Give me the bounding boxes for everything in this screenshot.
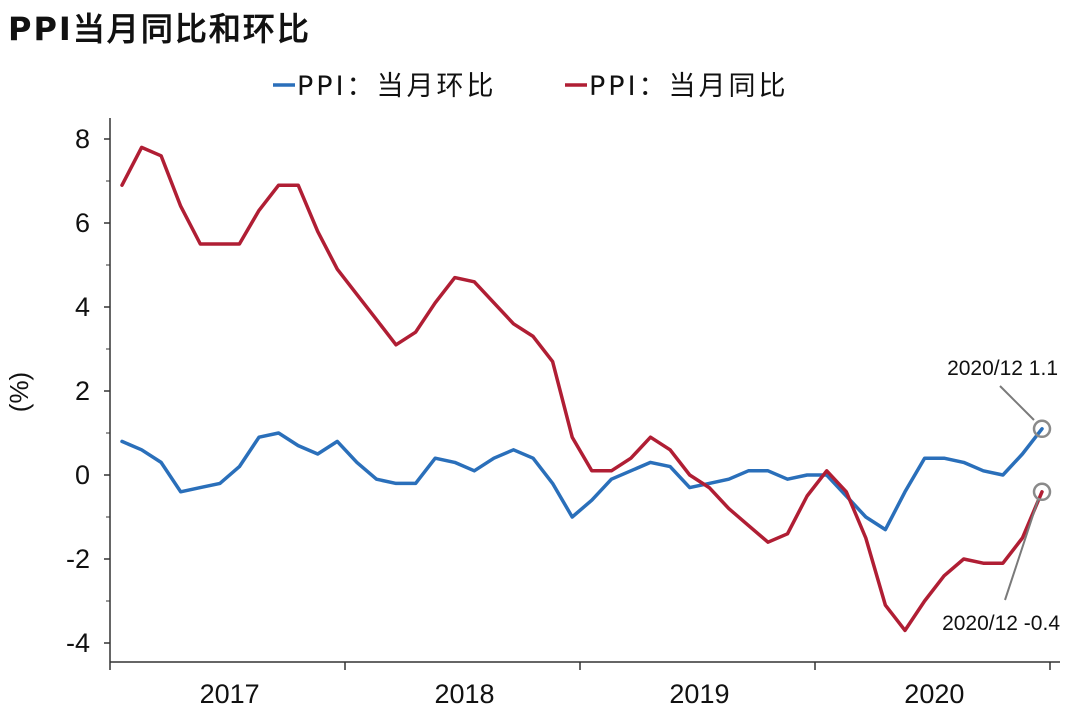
legend-label: PPI：当月环比 bbox=[297, 71, 497, 102]
annotation-label: 2020/12 1.1 bbox=[947, 357, 1058, 380]
legend: PPI：当月环比 PPI：当月同比 bbox=[273, 71, 789, 102]
y-tick-label: 8 bbox=[75, 124, 90, 154]
annotations: 2020/12 1.1 2020/12 -0.4 bbox=[942, 357, 1060, 635]
chart-title: PPI当月同比和环比 bbox=[8, 10, 311, 48]
y-tick-label: 4 bbox=[75, 292, 90, 322]
y-tick-label: 6 bbox=[75, 208, 90, 238]
y-tick-label: 0 bbox=[75, 460, 90, 490]
y-tick-label: -4 bbox=[66, 628, 90, 658]
y-tick-label: -2 bbox=[66, 544, 90, 574]
annotation-marker bbox=[1032, 482, 1052, 502]
x-tick-label: 2020 bbox=[904, 679, 964, 709]
x-tick-label: 2017 bbox=[200, 679, 260, 709]
series-line-1 bbox=[120, 427, 1044, 532]
y-tick-label: 2 bbox=[75, 376, 90, 406]
annotation-label: 2020/12 -0.4 bbox=[942, 612, 1060, 635]
axes: 8 6 4 2 0 -2 -4 2017 2018 2019 2020 bbox=[66, 118, 1060, 709]
series-lines bbox=[120, 145, 1044, 633]
y-axis-label: (%) bbox=[4, 372, 34, 412]
annotation-leader bbox=[1004, 499, 1039, 601]
annotation-leader bbox=[999, 385, 1035, 421]
x-tick-label: 2018 bbox=[435, 679, 495, 709]
annotation-marker bbox=[1032, 419, 1052, 439]
legend-label: PPI：当月同比 bbox=[589, 71, 789, 102]
series-line-2 bbox=[120, 145, 1044, 633]
x-tick-label: 2019 bbox=[669, 679, 729, 709]
